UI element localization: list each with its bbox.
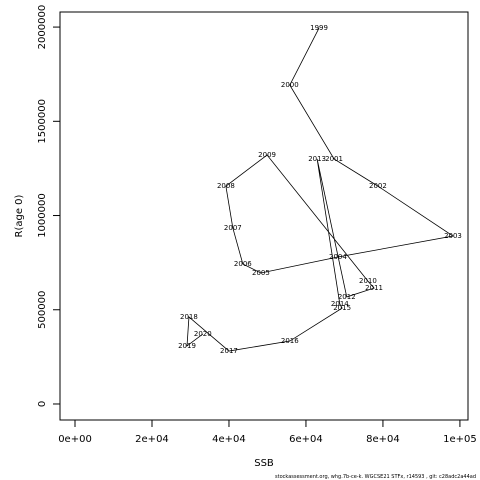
year-label: 2008	[217, 182, 235, 190]
footer: stockassessment.org, whg.7b-ce-k. WGCSE2…	[275, 474, 476, 480]
year-label: 2000	[281, 81, 299, 89]
year-label: 2010	[359, 277, 377, 285]
x-tick-label: 0e+00	[58, 434, 92, 445]
year-label: 2017	[220, 347, 238, 355]
trajectory-line	[186, 27, 455, 352]
year-label: 1999	[310, 24, 328, 32]
x-tick-label: 8e+04	[366, 434, 400, 445]
year-label: 2013	[308, 155, 326, 163]
year-label: 2019	[178, 342, 196, 350]
year-label: 2006	[234, 260, 252, 268]
plot-frame	[59, 11, 469, 421]
y-tick-label: 500000	[37, 291, 48, 329]
year-label: 2015	[333, 304, 351, 312]
year-label: 2020	[194, 330, 212, 338]
y-tick-label: 2000000	[37, 5, 48, 50]
year-label: 2003	[444, 232, 462, 240]
y-axis-label: R(age 0)	[14, 194, 25, 237]
year-label: 2018	[180, 313, 198, 321]
x-tick-label: 4e+04	[212, 434, 246, 445]
year-label: 2001	[325, 155, 343, 163]
year-label: 2016	[281, 337, 299, 345]
year-label: 2002	[369, 182, 387, 190]
y-tick-label: 1000000	[37, 193, 48, 238]
x-tick-label: 2e+04	[135, 434, 169, 445]
x-tick-label: 1e+05	[443, 434, 477, 445]
year-label: 2014	[331, 300, 349, 308]
x-axis-label: SSB	[254, 458, 274, 469]
year-label: 2007	[224, 224, 242, 232]
year-label: 2011	[365, 284, 383, 292]
x-tick-label: 6e+04	[289, 434, 323, 445]
y-tick-label: 0	[37, 401, 48, 407]
year-label: 2004	[329, 253, 347, 261]
year-label: 2009	[258, 151, 276, 159]
year-label: 2012	[338, 293, 356, 301]
y-tick-label: 1500000	[37, 99, 48, 144]
year-label: 2005	[252, 269, 270, 277]
